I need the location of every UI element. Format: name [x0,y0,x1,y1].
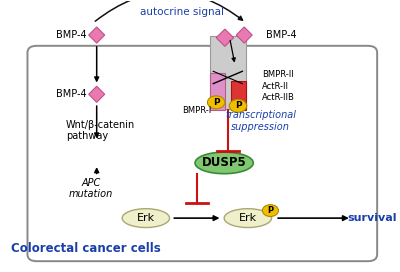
Polygon shape [236,27,252,43]
Ellipse shape [122,209,170,228]
Text: Colorectal cancer cells: Colorectal cancer cells [11,242,161,255]
Text: APC
mutation: APC mutation [69,178,113,199]
Bar [210,73,225,110]
Ellipse shape [195,152,253,174]
Polygon shape [89,27,105,43]
Ellipse shape [224,209,272,228]
Text: BMP-4: BMP-4 [56,30,86,40]
Circle shape [262,205,278,217]
Bar [231,81,246,110]
Text: P: P [235,101,241,110]
Text: DUSP5: DUSP5 [202,156,246,169]
Text: BMP-4: BMP-4 [56,89,86,99]
Polygon shape [216,29,234,46]
Text: Erk: Erk [239,213,257,223]
Bar [210,36,246,109]
Text: Wnt/β-catenin
pathway: Wnt/β-catenin pathway [66,120,135,141]
Text: transcriptional
suppression: transcriptional suppression [225,110,296,132]
Polygon shape [89,86,105,102]
Text: autocrine signal: autocrine signal [140,7,224,17]
FancyBboxPatch shape [28,46,377,261]
Circle shape [229,99,247,112]
Text: P: P [213,98,220,107]
Text: Erk: Erk [137,213,155,223]
Text: P: P [267,206,274,215]
Text: BMPR-I: BMPR-I [182,106,212,115]
FancyArrowPatch shape [95,0,242,21]
Text: survival: survival [347,213,396,223]
Circle shape [208,96,225,109]
Text: BMP-4: BMP-4 [266,30,297,40]
Text: BMPR-II
ActR-II
ActR-IIB: BMPR-II ActR-II ActR-IIB [262,70,295,103]
